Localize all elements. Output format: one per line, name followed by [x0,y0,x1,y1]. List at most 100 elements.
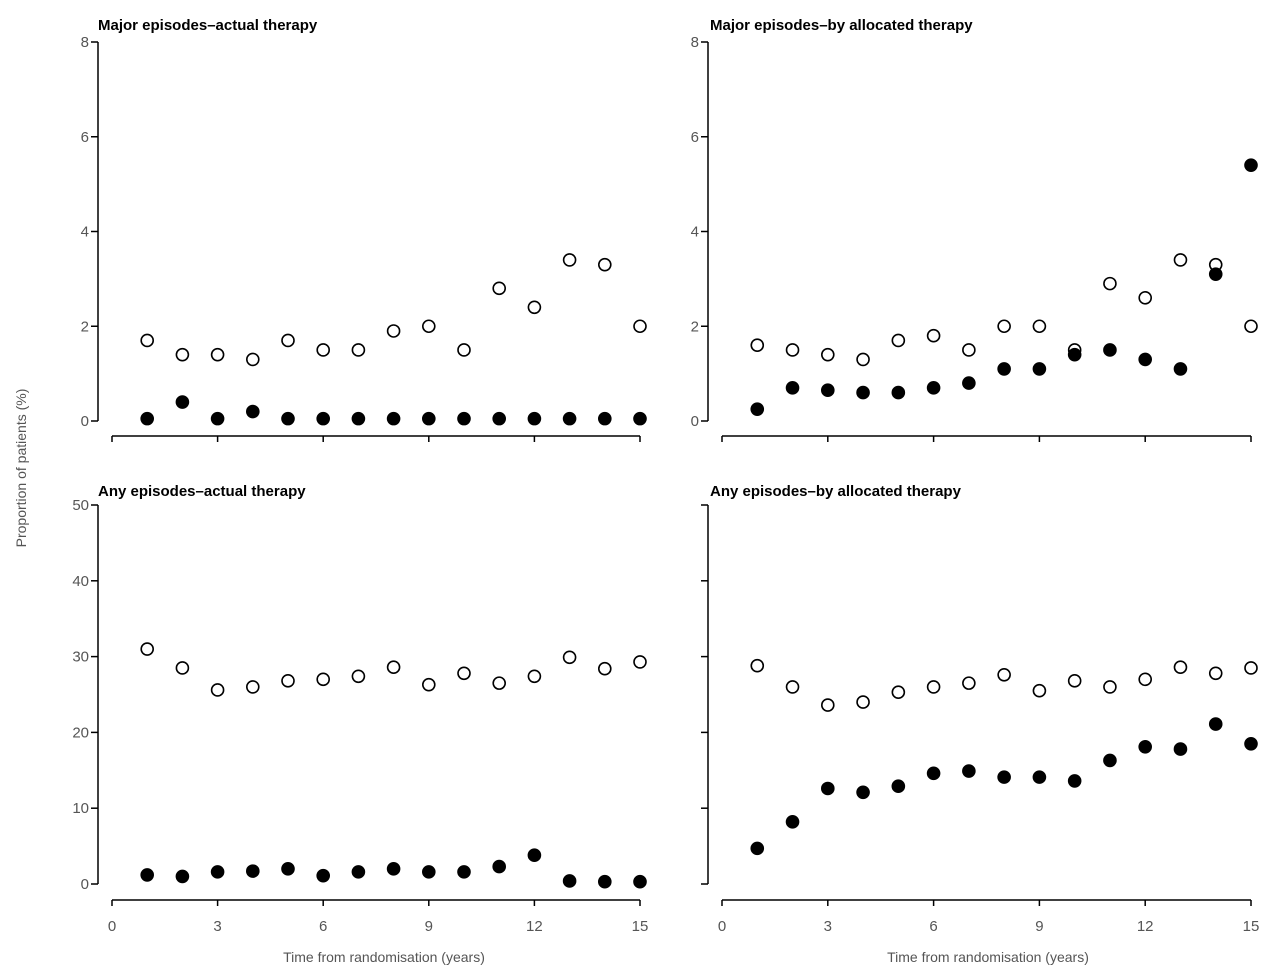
data-point-filled [820,781,835,796]
data-point-open [386,324,401,338]
data-point-filled [1138,352,1152,367]
data-point-filled [175,869,190,884]
data-point-filled [997,362,1011,376]
data-point-open [997,319,1011,334]
y-tick-label: 6 [81,129,89,146]
data-point-filled [1103,753,1117,768]
data-point-open [421,319,436,334]
data-point-filled [926,766,941,781]
y-tick-label: 8 [81,34,89,51]
x-tick-label: 12 [526,918,543,935]
data-point-filled [891,779,906,794]
data-point-filled [210,865,225,879]
data-point-open [1067,674,1082,688]
x-tick-label: 0 [718,918,726,935]
data-point-filled [597,411,612,426]
data-point-open [351,669,366,684]
data-point-open [597,257,612,272]
data-point-open [962,676,976,690]
y-tick-label: 2 [81,318,89,335]
data-point-filled [1173,362,1188,376]
data-point-open [281,333,295,348]
y-axis-title: Proportion of patients (%) [13,389,29,548]
data-point-filled [457,411,471,426]
data-point-filled [597,874,612,889]
data-point-open [492,281,507,296]
data-point-filled [997,770,1011,784]
data-point-open [140,333,154,348]
data-point-filled [421,865,436,879]
data-point-open [457,666,471,681]
data-point-open [1138,672,1152,687]
data-point-filled [562,411,577,426]
data-point-open [351,343,366,357]
data-point-filled [386,862,401,876]
x-tick-label: 6 [319,918,327,935]
data-point-open [1244,319,1258,334]
y-tick-label: 4 [691,224,699,241]
panel-3: Any episodes–actual therapy 0 10 20 30 40 50 0 3… [72,483,648,935]
data-point-filled [633,874,647,889]
data-point-open [140,642,154,656]
data-point-filled [140,868,154,882]
data-point-open [750,338,765,353]
data-point-open [210,683,225,697]
x-axis-title-right: Time from randomisation (years) [887,949,1089,965]
data-point-filled [281,862,295,876]
panel-2: Major episodes–by allocated therapy 0 2 4 6 8 [691,17,1258,442]
data-point-filled [386,411,401,426]
data-point-filled [527,411,542,426]
data-point-filled [1208,717,1223,731]
y-tick-label: 8 [691,34,699,51]
data-point-open [1244,661,1258,675]
data-point-filled [492,411,507,426]
data-point-filled [820,383,835,398]
panel-1: Major episodes–actual therapy 0 2 4 6 8 [81,17,647,442]
data-point-filled [246,404,260,419]
data-point-filled [785,815,800,829]
panel-title: Any episodes–actual therapy [98,483,306,500]
y-tick-label: 10 [72,800,89,817]
x-tick-label: 15 [1243,918,1260,935]
data-point-open [891,333,906,348]
data-point-open [926,680,941,694]
data-point-open [316,672,331,687]
x-axis-title-left: Time from randomisation (years) [283,949,485,965]
data-point-filled [1208,267,1223,281]
data-point-filled [562,874,577,888]
data-point-filled [421,411,436,426]
x-tick-label: 6 [929,918,937,935]
data-point-filled [785,381,800,395]
data-point-filled [962,376,976,390]
data-point-open [633,655,647,669]
data-point-open [562,650,577,665]
data-point-filled [1173,742,1188,756]
data-point-filled [527,848,542,862]
data-point-filled [457,865,471,879]
data-point-open [281,674,295,688]
data-point-open [1103,276,1117,291]
y-tick-label: 4 [81,224,89,241]
data-point-filled [281,411,295,426]
data-point-filled [1138,740,1152,754]
x-tick-label: 9 [425,918,433,935]
data-point-open [1032,683,1047,698]
y-tick-label: 20 [72,724,89,741]
data-point-open [856,352,870,367]
data-point-open [820,698,835,712]
data-point-filled [246,864,260,878]
data-point-open [175,661,190,675]
panel-title: Any episodes–by allocated therapy [710,483,962,500]
data-point-open [421,677,436,692]
data-point-filled [1032,362,1047,376]
data-point-filled [1244,158,1258,172]
data-point-open [246,352,260,367]
data-point-open [457,343,471,357]
data-point-open [785,343,800,357]
data-point-filled [351,865,366,879]
data-point-open [820,347,835,362]
data-point-open [246,680,260,694]
data-point-open [1032,319,1047,334]
data-point-filled [210,411,225,426]
